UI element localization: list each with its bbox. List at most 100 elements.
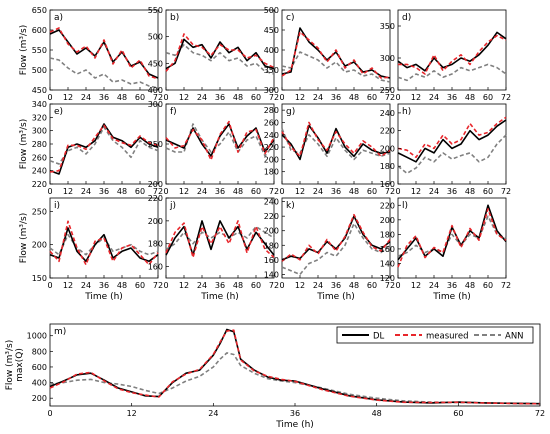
x-tick-label: 72 xyxy=(385,93,395,102)
plot-area xyxy=(281,197,391,279)
y-tick-label: 180 xyxy=(264,168,279,177)
x-tick-label: 60 xyxy=(367,93,377,102)
x-tick-label: 12 xyxy=(411,93,421,102)
y-tick-label: 280 xyxy=(264,106,279,115)
x-tick-label: 12 xyxy=(179,187,189,196)
y-tick-label: 250 xyxy=(380,86,395,95)
x-tick-label: 72 xyxy=(385,281,395,290)
y-tick-label: 200 xyxy=(380,216,395,225)
x-tick-label: 0 xyxy=(163,187,168,196)
y-tick-label: 240 xyxy=(380,109,395,118)
x-tick-label: 12 xyxy=(127,409,137,418)
series-line-ann xyxy=(49,126,159,165)
y-tick-label: 1000 xyxy=(27,332,47,341)
subplot-f: 200 250 300 0 12 24 36 48 60 72 f) xyxy=(148,100,279,196)
y-tick-label: 340 xyxy=(32,100,47,109)
x-tick-label: 0 xyxy=(163,93,168,102)
legend: DL measured ANN xyxy=(336,326,534,344)
x-tick-label: 48 xyxy=(233,281,243,290)
y-tick-label: 220 xyxy=(32,180,47,189)
x-tick-label: 24 xyxy=(313,281,323,290)
x-tick-label: 0 xyxy=(395,93,400,102)
subplot-l: 120 140 160 180 200 220 0 12 24 36 48 60 72 l) Time (h… xyxy=(380,197,511,302)
series-line-measured xyxy=(281,121,391,158)
x-tick-label: 72 xyxy=(501,187,511,196)
y-axis-label: Flow (m³/s) xyxy=(19,213,29,264)
y-tick-label: 200 xyxy=(264,155,279,164)
x-tick-label: 48 xyxy=(465,281,475,290)
x-axis-label: Time (h) xyxy=(432,292,471,302)
subplot-k: 140 160 180 200 220 240 0 12 24 36 48 60 72 k) Time (h… xyxy=(264,197,395,302)
series-line-ann xyxy=(49,233,159,256)
x-tick-label: 60 xyxy=(135,93,145,102)
subplot-j: 160 180 200 220 0 12 24 36 48 60 72 j) Time (h) xyxy=(148,194,279,302)
x-tick-label: 24 xyxy=(197,281,207,290)
x-tick-label: 72 xyxy=(535,409,545,418)
y-tick-label: 300 xyxy=(380,54,395,63)
x-tick-label: 60 xyxy=(251,281,261,290)
x-axis-label: Time (h) xyxy=(84,292,123,302)
x-tick-label: 36 xyxy=(99,93,109,102)
y-tick-label: 160 xyxy=(148,263,163,272)
x-axis-label: Time (h) xyxy=(200,292,239,302)
x-tick-label: 48 xyxy=(233,93,243,102)
x-tick-label: 36 xyxy=(215,281,225,290)
x-tick-label: 36 xyxy=(99,281,109,290)
subplot-c: 300 350 400 450 500 0 12 24 36 48 60 72 c) xyxy=(264,6,395,102)
y-tick-label: 200 xyxy=(380,144,395,153)
plot-area xyxy=(49,103,159,185)
x-tick-label: 0 xyxy=(47,187,52,196)
x-tick-label: 0 xyxy=(279,281,284,290)
series-line-ann xyxy=(281,51,391,83)
x-tick-label: 60 xyxy=(483,281,493,290)
legend-label-measured: measured xyxy=(426,332,468,342)
x-tick-label: 60 xyxy=(135,187,145,196)
panel-label: j) xyxy=(169,201,176,211)
y-tick-label: 220 xyxy=(380,127,395,136)
series-line-ann xyxy=(281,222,391,276)
y-tick-label: 260 xyxy=(264,118,279,127)
y-tick-label: 250 xyxy=(32,207,47,216)
x-tick-label: 24 xyxy=(81,281,91,290)
y-tick-label: 500 xyxy=(148,33,163,42)
series-line-measured xyxy=(397,208,507,268)
y-tick-label: 800 xyxy=(32,347,47,356)
y-tick-label: 600 xyxy=(32,26,47,35)
subplot-d: 250 300 350 0 12 24 36 48 60 72 d) xyxy=(380,9,511,102)
series-line-measured xyxy=(165,33,275,72)
y-tick-label: 300 xyxy=(32,127,47,136)
x-tick-label: 60 xyxy=(483,93,493,102)
x-tick-label: 60 xyxy=(453,409,463,418)
y-tick-label: 240 xyxy=(264,198,279,207)
x-tick-label: 24 xyxy=(208,409,218,418)
x-tick-label: 24 xyxy=(429,93,439,102)
panel-label: g) xyxy=(286,107,295,117)
y-tick-label: 450 xyxy=(264,26,279,35)
plot-area xyxy=(397,9,507,91)
x-tick-label: 24 xyxy=(81,93,91,102)
x-tick-label: 48 xyxy=(465,93,475,102)
y-tick-label: 200 xyxy=(32,394,47,403)
x-tick-label: 12 xyxy=(179,93,189,102)
y-tick-label: 220 xyxy=(264,212,279,221)
x-tick-label: 72 xyxy=(153,187,163,196)
x-tick-label: 0 xyxy=(47,93,52,102)
y-tick-label: 400 xyxy=(32,379,47,388)
x-tick-label: 24 xyxy=(81,187,91,196)
x-tick-label: 24 xyxy=(429,187,439,196)
x-tick-label: 0 xyxy=(279,187,284,196)
series-line-ann xyxy=(49,352,541,405)
x-tick-label: 72 xyxy=(385,187,395,196)
x-tick-label: 72 xyxy=(269,281,279,290)
subplot-h: 160 180 200 220 240 0 12 24 36 48 60 72 h) xyxy=(380,103,511,196)
subplot-e: 220 240 260 280 300 320 340 0 12 24 36 48 60 72 e) Flow… xyxy=(19,100,163,196)
y-tick-label: 240 xyxy=(264,131,279,140)
series-line-ann xyxy=(165,43,275,75)
panel-label: l) xyxy=(402,201,408,211)
x-tick-label: 48 xyxy=(117,93,127,102)
series-line-measured xyxy=(49,27,159,80)
y-tick-label: 260 xyxy=(32,153,47,162)
y-tick-label: 200 xyxy=(32,241,47,250)
x-tick-label: 12 xyxy=(63,187,73,196)
